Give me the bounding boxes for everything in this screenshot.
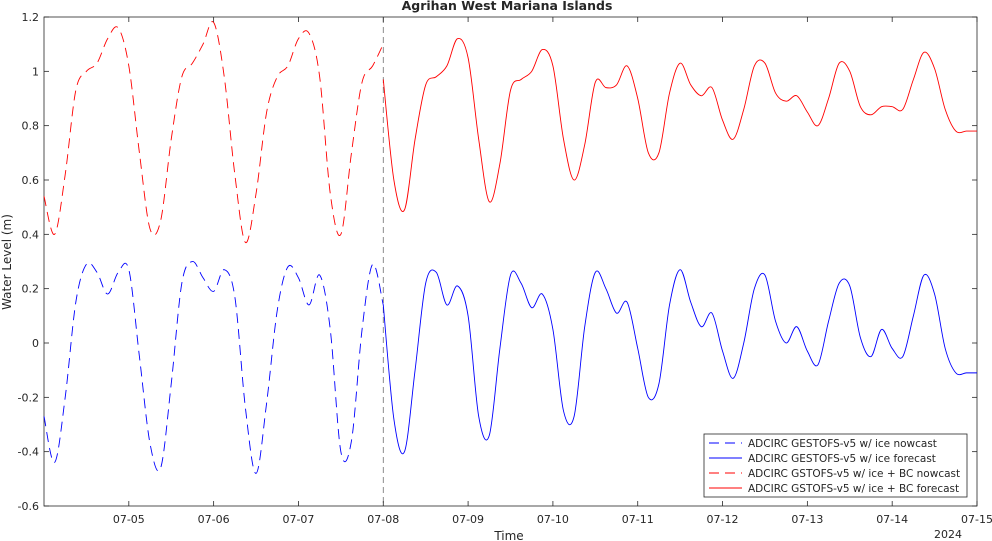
series-line-2 bbox=[382, 269, 977, 455]
y-axis: -0.6 -0.4 -0.2 0 0.2 0.4 0.6 0.8 1 1.2 bbox=[18, 11, 977, 513]
x-tick-label: 07-09 bbox=[452, 513, 484, 526]
legend-box bbox=[703, 433, 968, 498]
x-tick-label: 07-08 bbox=[367, 513, 399, 526]
x-tick-label: 07-11 bbox=[622, 513, 654, 526]
x-tick-label: 07-15 bbox=[961, 513, 992, 526]
x-tick-label: 07-12 bbox=[707, 513, 739, 526]
y-axis-label: Water Level (m) bbox=[0, 214, 14, 310]
y-tick-label: 0.4 bbox=[22, 228, 40, 241]
y-tick-label: 0.2 bbox=[22, 283, 40, 296]
y-tick-label: 1.2 bbox=[22, 11, 40, 24]
y-tick-label: 0.8 bbox=[22, 120, 40, 133]
x-tick-label: 07-07 bbox=[282, 513, 314, 526]
plot-area bbox=[43, 16, 978, 507]
x-tick-label: 07-14 bbox=[876, 513, 908, 526]
legend-entry-2: ADCIRC GESTOFS-v5 w/ ice forecast bbox=[748, 453, 936, 465]
x-tick-label: 07-06 bbox=[198, 513, 230, 526]
series-line-4 bbox=[382, 38, 977, 212]
chart-title: Agrihan West Mariana Islands bbox=[402, 0, 613, 13]
x-axis-year-label: 2024 bbox=[934, 528, 962, 541]
legend: ADCIRC GESTOFS-v5 w/ ice nowcast ADCIRC G… bbox=[703, 433, 968, 498]
x-axis-label: Time bbox=[493, 529, 523, 541]
y-tick-label: 1 bbox=[32, 65, 39, 78]
y-tick-label: 0.6 bbox=[22, 174, 40, 187]
legend-entry-4: ADCIRC GSTOFS-v5 w/ ice + BC forecast bbox=[748, 483, 959, 495]
x-tick-label: 07-13 bbox=[791, 513, 823, 526]
y-tick-label: -0.2 bbox=[18, 391, 39, 404]
legend-entry-1: ADCIRC GESTOFS-v5 w/ ice nowcast bbox=[748, 438, 937, 450]
series-line-3 bbox=[43, 21, 384, 243]
y-tick-label: -0.4 bbox=[18, 446, 39, 459]
y-tick-label: -0.6 bbox=[18, 500, 39, 513]
series-layer bbox=[43, 21, 977, 474]
x-tick-label: 07-05 bbox=[113, 513, 145, 526]
x-axis: 07-05 07-06 07-07 07-08 07-09 07-10 07-11 07-12… bbox=[113, 17, 992, 526]
x-tick-label: 07-10 bbox=[537, 513, 569, 526]
series-line-1 bbox=[43, 261, 384, 474]
legend-entry-3: ADCIRC GSTOFS-v5 w/ ice + BC nowcast bbox=[748, 468, 960, 480]
plot-frame bbox=[43, 16, 978, 507]
y-tick-label: 0 bbox=[32, 337, 39, 350]
